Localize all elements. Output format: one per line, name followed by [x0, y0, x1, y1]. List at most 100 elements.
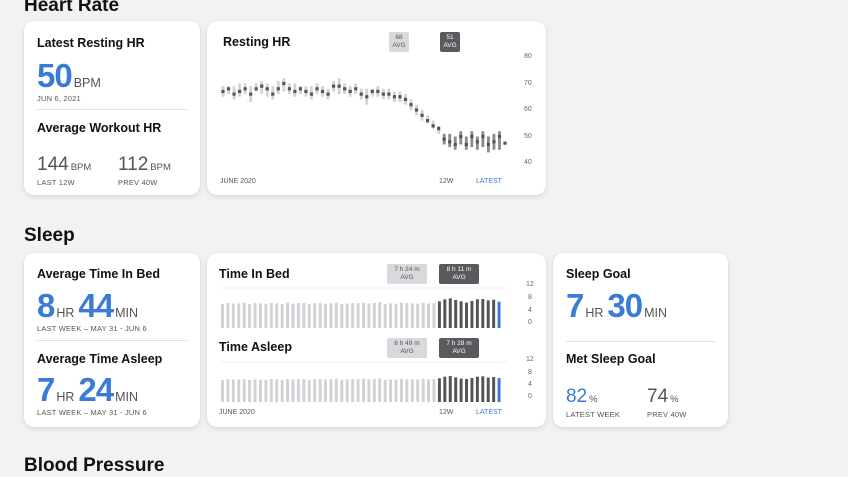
- hr-point: [331, 84, 336, 88]
- sleep-bar: [486, 377, 490, 402]
- sleep-bar: [280, 380, 284, 402]
- sleep-bar: [318, 303, 322, 328]
- sleep-bar: [242, 302, 246, 328]
- sleep-bar: [383, 380, 387, 402]
- hr-point: [237, 89, 242, 94]
- workout-hr-prev-unit: BPM: [150, 162, 171, 173]
- y-tick-label: 4: [528, 381, 532, 388]
- y-tick-label: 50: [524, 133, 532, 140]
- sleep-bar: [253, 303, 257, 328]
- goal-minutes: 30: [607, 287, 643, 324]
- badge-label: AVG: [400, 348, 414, 355]
- sleep-bar: [356, 379, 360, 402]
- hr-point: [298, 87, 303, 91]
- sleep-bar: [475, 376, 479, 402]
- sleep-bar: [345, 303, 349, 328]
- hr-point: [348, 89, 352, 94]
- sleep-bar: [394, 303, 398, 328]
- hr-point: [503, 141, 507, 145]
- hr-point: [431, 124, 435, 128]
- hr-point: [287, 87, 291, 91]
- y-tick-label: 60: [524, 106, 532, 113]
- met-goal-latest-value: 82 %: [566, 386, 598, 408]
- sleep-goal-value: 7 HR 30 MIN: [566, 287, 671, 325]
- hr-point: [365, 95, 369, 99]
- hr-point: [459, 134, 463, 139]
- hr-point: [254, 87, 258, 91]
- average-time-in-bed-title: Average Time In Bed: [37, 267, 160, 281]
- sleep-bar: [340, 304, 344, 328]
- y-tick-label: 80: [524, 53, 532, 60]
- hr-point: [497, 134, 502, 139]
- sleep-bar: [448, 376, 452, 402]
- sleep-bar: [226, 379, 230, 402]
- sleep-bar: [291, 303, 295, 328]
- hr-point: [354, 87, 358, 91]
- badge-value: 51: [446, 34, 454, 41]
- resting-hr-chart-card[interactable]: Resting HR 68 AVG 51 AVG 80 70 60 50 40 …: [207, 21, 546, 195]
- sleep-bar: [448, 298, 452, 328]
- hr-point: [453, 142, 457, 147]
- workout-hr-last-unit: BPM: [70, 162, 92, 173]
- resting-hr-chart-title: Resting HR: [223, 35, 291, 49]
- hr-point: [309, 92, 314, 96]
- sleep-bar: [351, 303, 355, 328]
- time-asleep-chart-title: Time Asleep: [219, 340, 292, 354]
- y-tick-label: 0: [528, 393, 532, 400]
- hr-point: [315, 87, 319, 91]
- sleep-goal-card[interactable]: Sleep Goal 7 HR 30 MIN Met Sleep Goal 82…: [553, 253, 728, 427]
- hr-point: [226, 87, 231, 91]
- hr-point: [221, 89, 225, 94]
- sleep-bar: [296, 379, 300, 402]
- goal-hours: 7: [566, 287, 584, 324]
- hr-point: [359, 92, 363, 96]
- sleep-bar: [318, 379, 322, 402]
- sleep-bar: [470, 378, 474, 402]
- asleep-recent-avg-badge: 7 h 28 m AVG: [439, 338, 479, 358]
- hr-point: [370, 89, 374, 94]
- y-tick-label: 8: [528, 369, 532, 376]
- sleep-bar: [351, 379, 355, 402]
- badge-value: 7 h 28 m: [446, 340, 472, 347]
- y-tick-label: 8: [528, 294, 532, 301]
- sleep-bar: [237, 379, 241, 402]
- sleep-bar: [389, 303, 393, 328]
- time-asleep-value: 7 HR 24 MIN: [37, 371, 142, 409]
- sleep-bar: [231, 379, 235, 402]
- sleep-bar: [280, 304, 284, 328]
- sleep-chart-card[interactable]: Time In Bed 7 h 24 m AVG 8 h 11 m AVG 12…: [207, 253, 546, 427]
- blood-pressure-section-title: Blood Pressure: [24, 455, 165, 476]
- badge-label: AVG: [452, 274, 466, 281]
- x-12w-label: 12W: [439, 409, 454, 416]
- sleep-summary-card[interactable]: Average Time In Bed 8 HR 44 MIN LAST WEE…: [24, 253, 200, 427]
- sleep-bar: [313, 379, 317, 402]
- sleep-bar: [329, 379, 333, 402]
- y-tick-label: 0: [528, 319, 532, 326]
- badge-label: AVG: [392, 42, 406, 49]
- asleep-hr-unit: HR: [56, 390, 75, 404]
- sleep-bar: [248, 380, 252, 402]
- sleep-bar: [231, 303, 235, 328]
- hr-point: [492, 140, 496, 144]
- sleep-bar: [421, 379, 425, 402]
- heart-rate-summary-card[interactable]: Latest Resting HR 50 BPM JUN 6, 2021 Ave…: [24, 21, 200, 195]
- x-start-label: JUNE 2020: [219, 409, 255, 416]
- sleep-bar: [286, 379, 290, 402]
- sleep-bar: [226, 303, 230, 328]
- sleep-bar: [454, 377, 458, 402]
- sleep-bar: [334, 302, 338, 328]
- in-bed-hr-unit: HR: [56, 306, 75, 320]
- sleep-bar: [302, 379, 306, 402]
- hr-point: [293, 89, 297, 94]
- sleep-bar: [383, 304, 387, 328]
- badge-value: 8 h 11 m: [446, 266, 472, 273]
- hr-point: [437, 126, 441, 131]
- sleep-bar: [427, 379, 431, 402]
- met-goal-prev-value: 74 %: [647, 386, 679, 408]
- x-latest-label: LATEST: [476, 409, 502, 416]
- hr-point: [425, 119, 430, 123]
- sleep-section-title: Sleep: [24, 225, 75, 246]
- in-bed-minutes: 44: [78, 287, 114, 324]
- hr-point: [392, 95, 397, 99]
- workout-hr-prev-caption: PREV 40W: [118, 178, 158, 187]
